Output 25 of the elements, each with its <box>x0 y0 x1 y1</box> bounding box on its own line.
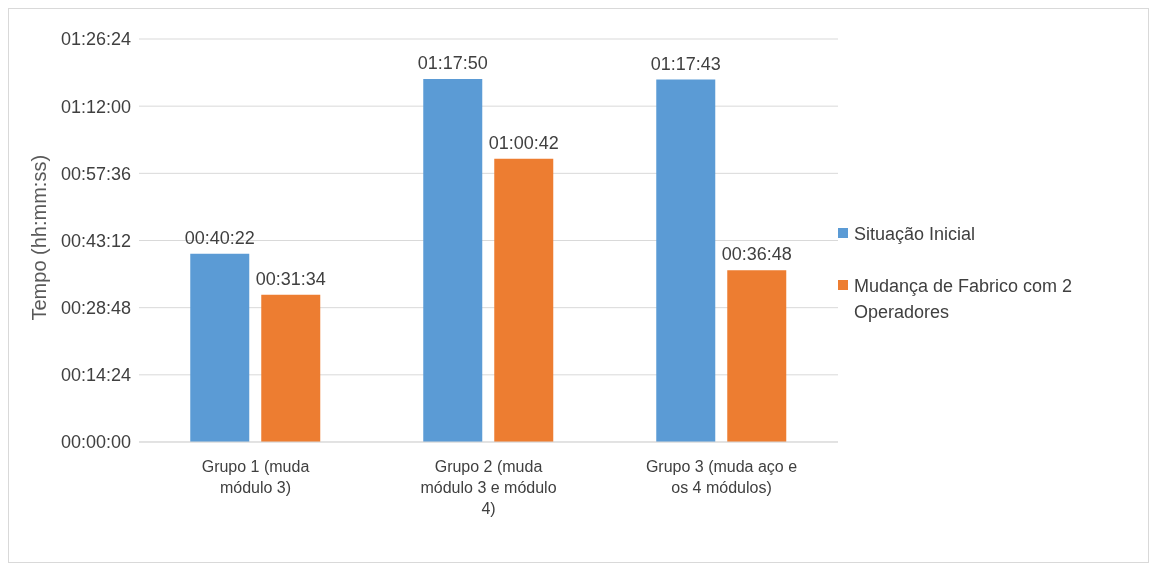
data-label: 01:17:50 <box>417 52 488 73</box>
bar <box>261 294 321 442</box>
y-axis-title: Tempo (hh:mm:ss) <box>28 154 51 321</box>
data-label: 00:40:22 <box>184 227 255 248</box>
bar <box>190 253 250 442</box>
y-tick-label: 01:12:00 <box>60 96 131 117</box>
bar <box>494 158 554 442</box>
y-tick-label: 01:26:24 <box>60 29 131 50</box>
y-tick-label: 00:14:24 <box>60 365 131 386</box>
y-tick-label: 00:57:36 <box>60 163 131 184</box>
x-tick-label: Grupo 1 (muda módulo 3) <box>201 458 310 496</box>
x-tick-label: Grupo 2 (muda módulo 3 e módulo 4) <box>420 458 557 517</box>
bar <box>656 79 716 442</box>
data-label: 01:17:43 <box>650 53 721 74</box>
data-label: 01:00:42 <box>488 132 559 153</box>
bar <box>727 270 787 442</box>
y-tick-label: 00:28:48 <box>60 298 131 319</box>
y-tick-label: 00:00:00 <box>60 432 131 453</box>
data-label: 00:31:34 <box>255 268 326 289</box>
data-label: 00:36:48 <box>721 244 792 265</box>
y-tick-label: 00:43:12 <box>60 230 131 251</box>
legend-label: Situação Inicial <box>854 222 976 246</box>
x-tick-label: Grupo 3 (muda aço e os 4 módulos) <box>645 458 798 496</box>
legend-label: Mudança de Fabrico com 2 Operadores <box>854 274 1074 324</box>
bar <box>423 78 483 442</box>
